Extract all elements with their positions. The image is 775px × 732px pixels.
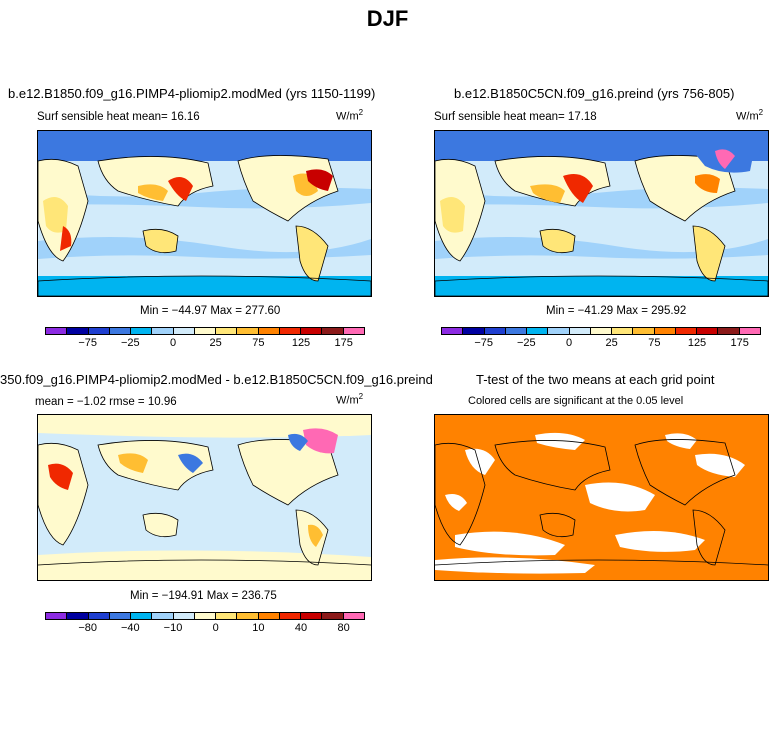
colorbar-swatch: [109, 328, 132, 334]
colorbar-swatch: [216, 613, 238, 619]
colorbar-swatch: [279, 613, 302, 619]
colorbar-swatch: [131, 613, 153, 619]
colorbar-tick-label: −25: [120, 337, 140, 349]
colorbar-swatch: [67, 328, 89, 334]
panel-2-subtitle: Surf sensible heat mean= 17.18: [434, 111, 597, 123]
colorbar-tick-label: 175: [730, 337, 749, 349]
panel-1-map-svg: [38, 131, 371, 296]
figure-title: DJF: [366, 6, 409, 31]
colorbar-tick-label: −10: [163, 622, 183, 634]
panel-2-map-svg: [435, 131, 768, 296]
colorbar-tick-label: 75: [252, 337, 265, 349]
colorbar-tick-label: 175: [334, 337, 353, 349]
colorbar-swatch: [548, 328, 570, 334]
panel-3-colorbar-ticks: −80 −40 −10 0 10 40 80: [45, 622, 365, 636]
colorbar-swatch: [194, 613, 217, 619]
panel-1-subtitle: Surf sensible heat mean= 16.16: [37, 111, 200, 123]
colorbar-swatch: [463, 328, 485, 334]
panel-4-map: [434, 414, 769, 581]
colorbar-swatch: [46, 328, 68, 334]
colorbar-tick-label: 125: [291, 337, 311, 349]
panel-3-units: W/m2: [336, 392, 364, 407]
panel-1-map: [37, 130, 372, 297]
colorbar-swatch: [258, 328, 280, 334]
colorbar-swatch: [46, 613, 68, 619]
panel-2-colorbar-ticks: −75 −25 0 25 75 125 175: [441, 337, 761, 351]
colorbar-tick-label: −75: [78, 337, 97, 349]
panel-3-map: [37, 414, 372, 581]
colorbar-tick-label: −75: [474, 337, 493, 349]
panel-3-title: 350.f09_g16.PIMP4-pliomip2.modMed - b.e1…: [0, 372, 433, 387]
colorbar-tick-label: 10: [252, 622, 265, 634]
colorbar-swatch: [279, 328, 302, 334]
colorbar-tick-label: 75: [648, 337, 661, 349]
panel-4-title: T-test of the two means at each grid poi…: [476, 372, 715, 387]
panel-1-stats: Min = −44.97 Max = 277.60: [140, 305, 281, 317]
colorbar-tick-label: −25: [516, 337, 536, 349]
colorbar-swatch: [718, 328, 740, 334]
panel-4-map-svg: [435, 415, 768, 580]
colorbar-tick-label: −40: [120, 622, 140, 634]
colorbar-tick-label: 25: [209, 337, 222, 349]
panel-2-map: [434, 130, 769, 297]
colorbar-swatch: [301, 328, 323, 334]
colorbar-swatch: [590, 328, 613, 334]
colorbar-swatch: [505, 328, 528, 334]
colorbar-swatch: [343, 328, 364, 334]
colorbar-swatch: [194, 328, 217, 334]
panel-3-map-svg: [38, 415, 371, 580]
colorbar-swatch: [237, 613, 259, 619]
colorbar-swatch: [88, 328, 110, 334]
colorbar-tick-label: 0: [212, 622, 219, 634]
colorbar-swatch: [654, 328, 676, 334]
colorbar-tick-label: 0: [169, 337, 177, 349]
colorbar-swatch: [301, 613, 323, 619]
panel-1-units: W/m2: [336, 108, 364, 123]
colorbar-tick-label: −80: [78, 622, 97, 634]
colorbar-swatch: [152, 328, 174, 334]
colorbar-swatch: [67, 613, 89, 619]
colorbar-swatch: [612, 328, 634, 334]
colorbar-swatch: [173, 328, 195, 334]
colorbar-swatch: [675, 328, 698, 334]
colorbar-swatch: [484, 328, 506, 334]
panel-1-colorbar-ticks: −75 −25 0 25 75 125 175: [45, 337, 365, 351]
panel-3-subtitle: mean = −1.02 rmse = 10.96: [35, 396, 177, 408]
colorbar-swatch: [109, 613, 132, 619]
panel-2-colorbar: [441, 327, 761, 335]
panel-2-units: W/m2: [736, 108, 764, 123]
panel-1-title: b.e12.B1850.f09_g16.PIMP4-pliomip2.modMe…: [8, 86, 376, 101]
colorbar-swatch: [237, 328, 259, 334]
colorbar-tick-label: 25: [605, 337, 618, 349]
panel-2-title: b.e12.B1850C5CN.f09_g16.preind (yrs 756-…: [454, 86, 735, 101]
colorbar-swatch: [739, 328, 760, 334]
panel-4-subtitle: Colored cells are significant at the 0.0…: [468, 395, 684, 407]
colorbar-swatch: [527, 328, 549, 334]
colorbar-swatch: [258, 613, 280, 619]
panel-1-colorbar: [45, 327, 365, 335]
colorbar-swatch: [152, 613, 174, 619]
colorbar-swatch: [569, 328, 591, 334]
panel-3-stats: Min = −194.91 Max = 236.75: [130, 590, 277, 602]
colorbar-tick-label: 0: [565, 337, 573, 349]
colorbar-swatch: [322, 613, 344, 619]
colorbar-swatch: [633, 328, 655, 334]
colorbar-swatch: [88, 613, 110, 619]
colorbar-swatch: [343, 613, 364, 619]
colorbar-tick-label: 125: [687, 337, 707, 349]
panel-3-colorbar: [45, 612, 365, 620]
colorbar-swatch: [442, 328, 464, 334]
colorbar-tick-label: 80: [337, 622, 350, 634]
colorbar-swatch: [216, 328, 238, 334]
colorbar-swatch: [173, 613, 195, 619]
panel-2-stats: Min = −41.29 Max = 295.92: [546, 305, 687, 317]
colorbar-swatch: [131, 328, 153, 334]
colorbar-swatch: [322, 328, 344, 334]
colorbar-swatch: [697, 328, 719, 334]
colorbar-tick-label: 40: [294, 622, 308, 634]
